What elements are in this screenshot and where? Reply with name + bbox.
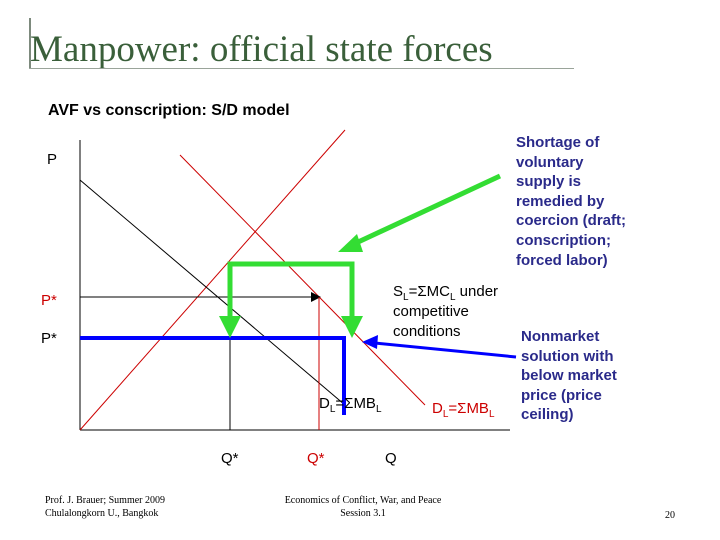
- footer-author: Prof. J. Brauer; Summer 2009 Chulalongko…: [45, 495, 165, 519]
- demand-curve-red: [179, 154, 426, 406]
- p-star-ceiling-label: P*: [41, 330, 57, 347]
- slide-subtitle: AVF vs conscription: S/D model: [48, 102, 290, 119]
- q-star-ceiling-label: Q*: [221, 450, 239, 467]
- q-star-market-label: Q*: [307, 450, 325, 467]
- footer-course: Economics of Conflict, War, and Peace Se…: [284, 495, 442, 519]
- supply-curve: [79, 129, 346, 431]
- ceiling-pointer-arrowhead: [362, 335, 378, 349]
- demand-curve-black: [79, 179, 346, 406]
- slide-title: Manpower: official state forces: [30, 29, 493, 70]
- shortage-pointer-arrow: [354, 173, 502, 246]
- shortage-bracket: [227, 261, 355, 328]
- demand-label-black: DL=ΣMBL: [319, 395, 382, 415]
- nonmarket-note: Nonmarket solution with below market pri…: [521, 328, 617, 424]
- supply-label-line2: competitive: [393, 303, 469, 320]
- shortage-pointer-arrowhead: [338, 234, 363, 252]
- supply-label-line3: conditions: [393, 323, 461, 340]
- x-axis-label: Q: [385, 450, 397, 467]
- p-star-market-label: P*: [41, 292, 57, 309]
- price-ceiling-line: [80, 336, 346, 415]
- shortage-bracket-arrow-left: [219, 316, 241, 338]
- title-underline: [29, 68, 574, 69]
- supply-label: SL=ΣMCL under: [393, 283, 499, 303]
- title-rule: [29, 18, 31, 68]
- demand-label-red: DL=ΣMBL: [432, 400, 495, 420]
- shortage-note: Shortage of voluntary supply is remedied…: [516, 134, 627, 269]
- y-axis-label: P: [47, 151, 58, 168]
- page-number: 20: [665, 510, 675, 521]
- shortage-bracket-arrow-right: [341, 316, 363, 338]
- ceiling-pointer-arrow: [374, 341, 517, 359]
